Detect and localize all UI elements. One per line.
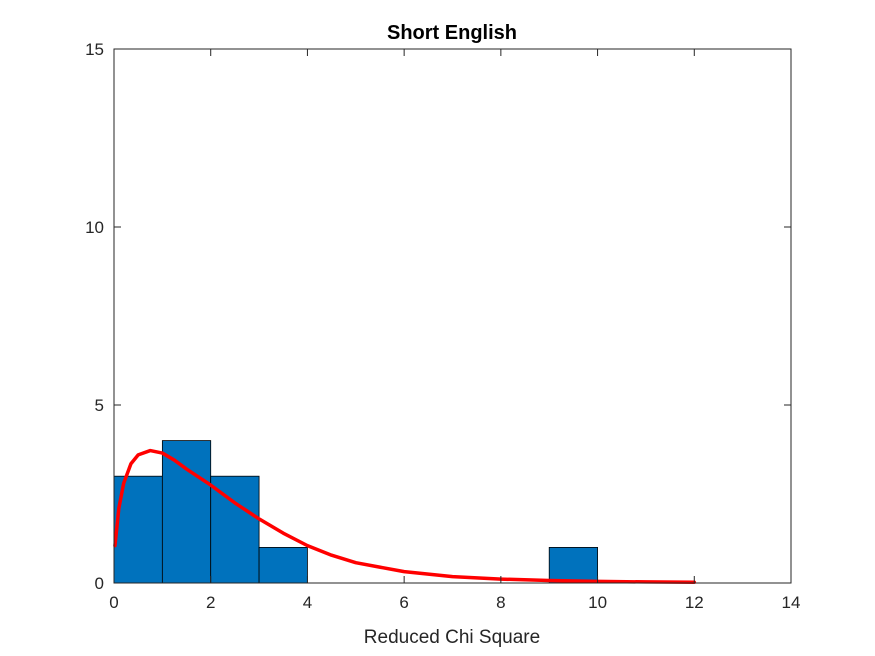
histogram-bars — [113, 440, 598, 584]
x-axis-ticks: 0 2 4 6 8 10 12 14 — [109, 49, 800, 612]
x-tick-label: 2 — [206, 593, 215, 612]
plot-frame — [113, 48, 792, 584]
histogram-bar — [258, 547, 308, 584]
x-tick-label: 12 — [685, 593, 704, 612]
y-tick-label: 10 — [85, 218, 104, 237]
y-axis-ticks: 0 5 10 15 — [85, 40, 791, 593]
x-tick-label: 6 — [399, 593, 408, 612]
x-tick-label: 0 — [109, 593, 118, 612]
x-axis-label: Reduced Chi Square — [364, 627, 540, 648]
x-tick-label: 10 — [588, 593, 607, 612]
histogram-bar — [210, 475, 260, 584]
x-tick-label: 4 — [303, 593, 312, 612]
y-tick-label: 15 — [85, 40, 104, 59]
fit-curve — [113, 448, 697, 585]
x-tick-label: 14 — [782, 593, 801, 612]
x-tick-label: 8 — [496, 593, 505, 612]
chart-title: Short English — [387, 22, 517, 44]
y-tick-label: 0 — [95, 574, 104, 593]
histogram-bar — [548, 547, 598, 584]
y-tick-label: 5 — [95, 396, 104, 415]
histogram-bar — [161, 440, 212, 584]
